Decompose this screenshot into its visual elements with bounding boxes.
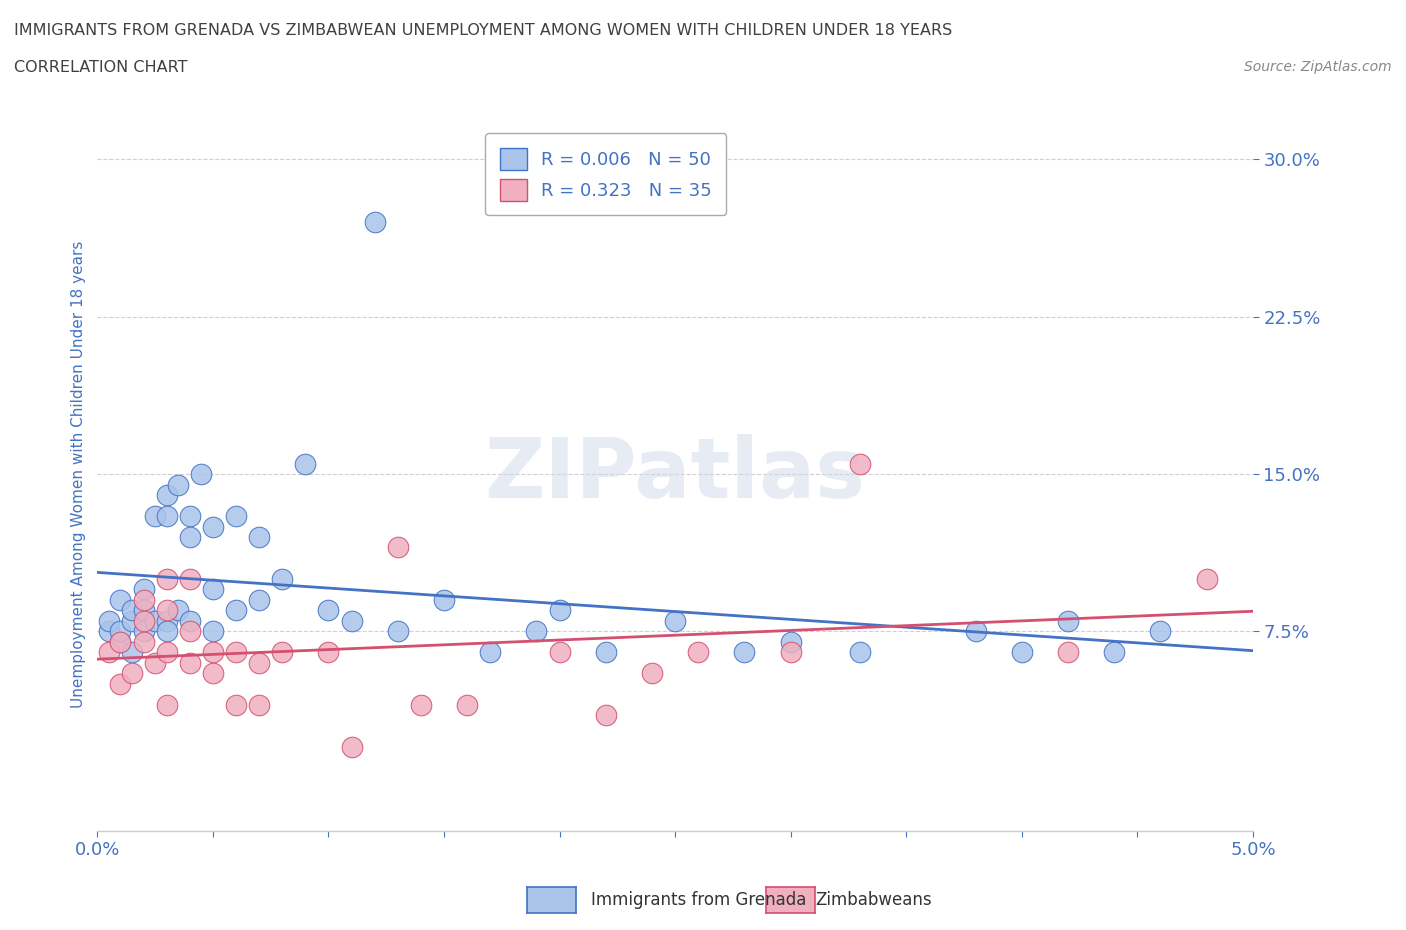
Point <box>156 603 179 618</box>
Point <box>167 603 190 618</box>
Point <box>247 698 270 712</box>
Point <box>132 603 155 618</box>
Point <box>409 698 432 712</box>
Point <box>456 698 478 712</box>
Point <box>688 645 710 660</box>
Point <box>156 487 179 502</box>
Point <box>1011 645 1033 660</box>
Point <box>779 645 801 660</box>
Point <box>110 676 132 691</box>
Point <box>271 572 294 587</box>
Y-axis label: Unemployment Among Women with Children Under 18 years: Unemployment Among Women with Children U… <box>72 240 86 708</box>
Point <box>479 645 502 660</box>
Point <box>294 456 316 471</box>
Point <box>247 592 270 607</box>
Point <box>225 645 247 660</box>
Point <box>201 519 224 534</box>
Point <box>110 592 132 607</box>
Point <box>548 645 571 660</box>
Point <box>595 708 617 723</box>
Point <box>97 645 120 660</box>
Point <box>132 582 155 597</box>
Point <box>779 634 801 649</box>
Point <box>121 666 143 681</box>
Point <box>387 624 409 639</box>
Text: IMMIGRANTS FROM GRENADA VS ZIMBABWEAN UNEMPLOYMENT AMONG WOMEN WITH CHILDREN UND: IMMIGRANTS FROM GRENADA VS ZIMBABWEAN UN… <box>14 23 952 38</box>
Text: ZIPatlas: ZIPatlas <box>485 433 866 514</box>
Point <box>156 614 179 629</box>
Point <box>190 467 212 482</box>
Point <box>526 624 548 639</box>
Point <box>271 645 294 660</box>
Point <box>121 645 143 660</box>
Point <box>1102 645 1125 660</box>
Point <box>143 509 166 524</box>
Point <box>733 645 755 660</box>
Point <box>318 603 340 618</box>
Point <box>849 645 872 660</box>
Point <box>132 624 155 639</box>
Point <box>247 656 270 671</box>
Point <box>179 624 201 639</box>
Point <box>167 477 190 492</box>
Point <box>97 614 120 629</box>
Point <box>340 739 363 754</box>
Point <box>849 456 872 471</box>
Point <box>387 540 409 555</box>
Point <box>110 624 132 639</box>
Point <box>110 634 132 649</box>
Point <box>225 698 247 712</box>
Text: Zimbabweans: Zimbabweans <box>815 891 932 910</box>
Point <box>179 656 201 671</box>
Point <box>132 592 155 607</box>
Point <box>1149 624 1171 639</box>
Point <box>201 645 224 660</box>
Point <box>156 698 179 712</box>
Point <box>1057 614 1080 629</box>
Point <box>121 603 143 618</box>
Point <box>595 645 617 660</box>
Point <box>664 614 686 629</box>
Text: CORRELATION CHART: CORRELATION CHART <box>14 60 187 75</box>
Point <box>433 592 456 607</box>
Point <box>201 624 224 639</box>
Text: Source: ZipAtlas.com: Source: ZipAtlas.com <box>1244 60 1392 74</box>
Text: Immigrants from Grenada: Immigrants from Grenada <box>591 891 806 910</box>
Point <box>179 529 201 544</box>
Point <box>201 582 224 597</box>
Point <box>1057 645 1080 660</box>
Point <box>318 645 340 660</box>
Point <box>143 656 166 671</box>
Point <box>97 624 120 639</box>
Point <box>179 572 201 587</box>
Point <box>225 603 247 618</box>
Point <box>156 624 179 639</box>
Legend: R = 0.006   N = 50, R = 0.323   N = 35: R = 0.006 N = 50, R = 0.323 N = 35 <box>485 134 727 216</box>
Point <box>363 215 385 230</box>
Point <box>156 509 179 524</box>
Point <box>121 614 143 629</box>
Point <box>201 666 224 681</box>
Point <box>110 634 132 649</box>
Point <box>340 614 363 629</box>
Point <box>965 624 987 639</box>
Point <box>143 614 166 629</box>
Point <box>132 614 155 629</box>
Point <box>132 634 155 649</box>
Point <box>179 614 201 629</box>
Point <box>156 645 179 660</box>
Point <box>156 572 179 587</box>
Point <box>247 529 270 544</box>
Point <box>225 509 247 524</box>
Point <box>548 603 571 618</box>
Point <box>1195 572 1218 587</box>
Point <box>179 509 201 524</box>
Point <box>641 666 664 681</box>
